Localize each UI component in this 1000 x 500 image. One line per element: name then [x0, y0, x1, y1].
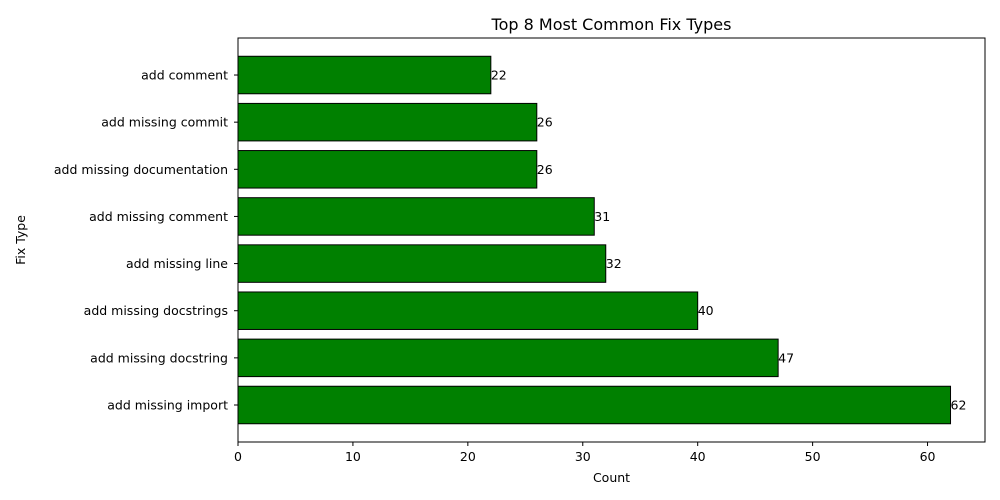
x-axis-label: Count [593, 470, 630, 485]
data-label: 26 [537, 115, 553, 130]
data-label: 40 [698, 303, 714, 318]
bar [237, 385, 952, 425]
bar [237, 291, 699, 330]
y-tick-label: add missing commit [101, 115, 228, 130]
data-label: 47 [778, 350, 794, 365]
y-tick-label: add missing documentation [54, 162, 228, 177]
data-label: 62 [951, 398, 967, 413]
plot-area: 62 add missing import 47 add missing docstr… [54, 55, 967, 464]
plot-frame [237, 37, 986, 443]
data-label: 26 [537, 162, 553, 177]
bar [237, 102, 538, 142]
x-tick-label: 10 [345, 449, 361, 464]
x-tick-label: 30 [575, 449, 591, 464]
x-tick-label: 60 [920, 449, 936, 464]
data-label: 31 [594, 209, 610, 224]
x-tick-label: 20 [460, 449, 476, 464]
x-tick-label: 50 [805, 449, 821, 464]
data-label: 22 [491, 68, 507, 83]
bar [237, 197, 595, 236]
bar [237, 338, 779, 378]
x-tick-label: 0 [234, 449, 242, 464]
x-tick-label: 40 [690, 449, 706, 464]
bar [237, 150, 538, 189]
data-label: 32 [606, 256, 622, 271]
y-tick-label: add missing docstrings [84, 303, 228, 318]
y-axis-label: Fix Type [13, 215, 28, 265]
y-tick-label: add missing import [107, 398, 228, 413]
y-tick-label: add missing docstring [90, 350, 228, 365]
y-tick-label: add missing line [126, 256, 228, 271]
y-tick-label: add comment [141, 68, 228, 83]
y-tick-label: add missing comment [89, 209, 228, 224]
bar [237, 55, 492, 95]
bar [237, 244, 607, 283]
chart-title: Top 8 Most Common Fix Types [491, 15, 732, 34]
